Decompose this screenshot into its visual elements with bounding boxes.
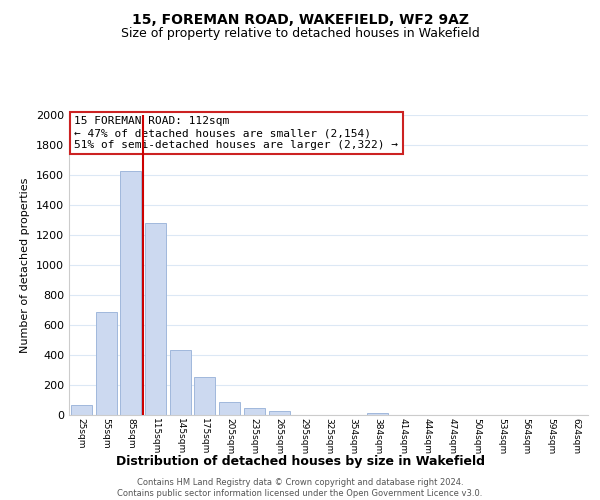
Text: 15 FOREMAN ROAD: 112sqm
← 47% of detached houses are smaller (2,154)
51% of semi: 15 FOREMAN ROAD: 112sqm ← 47% of detache… [74,116,398,150]
Y-axis label: Number of detached properties: Number of detached properties [20,178,31,352]
Text: Distribution of detached houses by size in Wakefield: Distribution of detached houses by size … [115,455,485,468]
Bar [120,170,141,415]
Text: Size of property relative to detached houses in Wakefield: Size of property relative to detached ho… [121,28,479,40]
Bar [244,408,265,415]
Bar [95,312,116,415]
Text: Contains HM Land Registry data © Crown copyright and database right 2024.
Contai: Contains HM Land Registry data © Crown c… [118,478,482,498]
Bar [71,405,92,415]
Bar [194,377,215,415]
Bar [269,410,290,415]
Bar [170,350,191,415]
Text: 15, FOREMAN ROAD, WAKEFIELD, WF2 9AZ: 15, FOREMAN ROAD, WAKEFIELD, WF2 9AZ [131,12,469,26]
Bar [367,413,388,415]
Bar [219,402,240,415]
Bar [145,223,166,415]
